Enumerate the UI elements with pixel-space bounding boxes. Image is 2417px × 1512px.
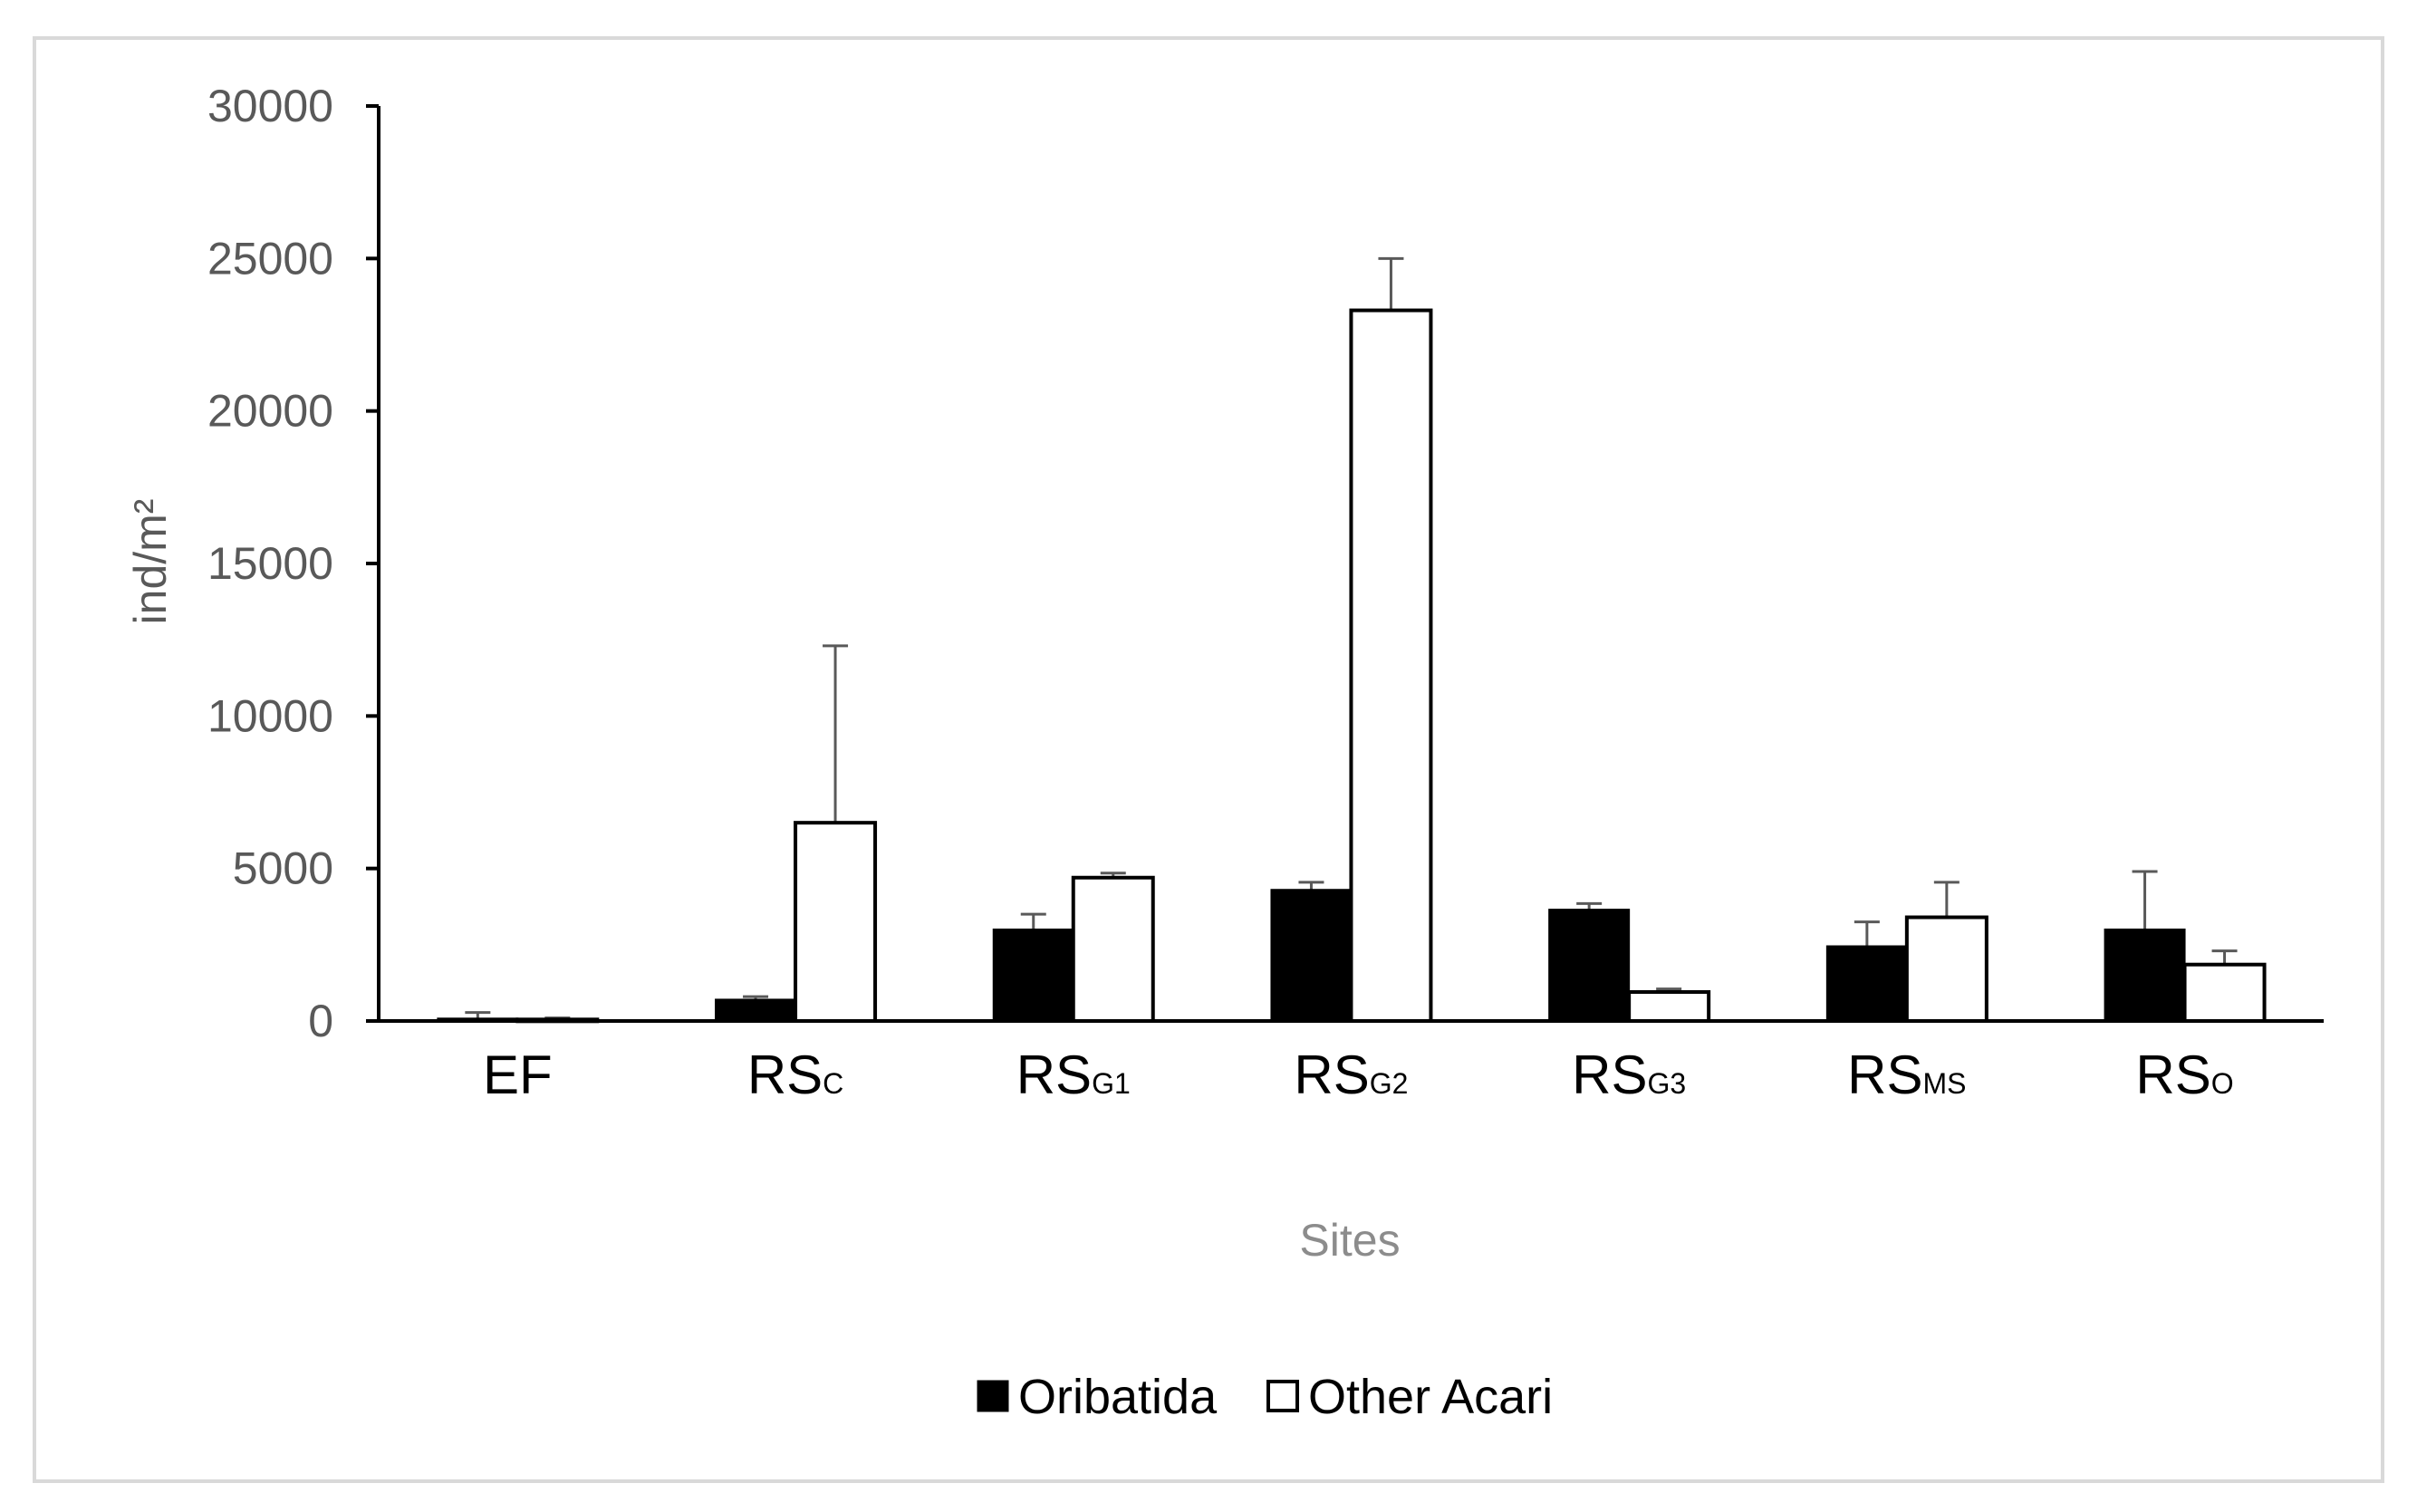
- x-tick-label: RSMS: [1847, 1045, 1966, 1105]
- bar-oribatida-4: [1548, 909, 1631, 1022]
- bar-other-acari-4: [1627, 990, 1711, 1024]
- x-tick-label: RSC: [747, 1045, 843, 1105]
- x-tick-label-sub: C: [823, 1067, 843, 1100]
- x-tick-label-main: RS: [1016, 1045, 1092, 1105]
- legend-swatch-oribatida: [977, 1380, 1009, 1412]
- y-axis-label: ind/m²: [125, 499, 176, 625]
- y-tick-label: 10000: [207, 690, 333, 741]
- legend-label-oribatida: Oribatida: [1018, 1370, 1218, 1424]
- y-tick-label: 20000: [207, 386, 333, 437]
- bar-oribatida-6: [2104, 929, 2186, 1022]
- x-tick-label-main: RS: [2135, 1045, 2210, 1105]
- y-tick-label: 5000: [233, 843, 333, 894]
- bar-oribatida-1: [715, 998, 797, 1023]
- bar-other-acari-2: [1071, 875, 1155, 1023]
- x-tick-label-sub: G1: [1092, 1067, 1131, 1100]
- x-axis-label: Sites: [1299, 1215, 1400, 1266]
- bar-other-acari-6: [2182, 962, 2267, 1024]
- y-tick-label: 30000: [207, 81, 333, 131]
- x-tick-label-main: EF: [483, 1045, 553, 1105]
- x-tick-label: RSG2: [1294, 1045, 1408, 1105]
- x-tick-label: RSG3: [1572, 1045, 1686, 1105]
- x-tick-label-sub: MS: [1923, 1067, 1967, 1100]
- legend-label-other-acari: Other Acari: [1308, 1370, 1553, 1424]
- bar-oribatida-3: [1270, 889, 1353, 1022]
- x-tick-label-sub: O: [2211, 1067, 2234, 1100]
- bar-oribatida-2: [992, 929, 1074, 1022]
- x-tick-label-sub: G3: [1647, 1067, 1686, 1100]
- bar-other-acari-1: [794, 821, 878, 1024]
- bar-oribatida-5: [1825, 945, 1908, 1023]
- x-tick-label-main: RS: [1294, 1045, 1369, 1105]
- y-tick-label: 15000: [207, 538, 333, 589]
- y-tick-label: 25000: [207, 233, 333, 284]
- bar-other-acari-5: [1904, 915, 1988, 1023]
- x-tick-label-sub: G2: [1370, 1067, 1409, 1100]
- x-tick-label-main: RS: [747, 1045, 823, 1105]
- legend: Oribatida Other Acari: [977, 1370, 1553, 1424]
- chart-border: [33, 36, 2384, 1483]
- legend-swatch-other-acari: [1266, 1380, 1299, 1412]
- x-tick-label-main: RS: [1572, 1045, 1647, 1105]
- bar-other-acari-3: [1349, 308, 1433, 1024]
- x-tick-label: RSO: [2135, 1045, 2233, 1105]
- x-tick-label: RSG1: [1016, 1045, 1131, 1105]
- x-tick-label: EF: [483, 1045, 553, 1105]
- x-tick-label-main: RS: [1847, 1045, 1922, 1105]
- y-tick-label: 0: [308, 996, 333, 1046]
